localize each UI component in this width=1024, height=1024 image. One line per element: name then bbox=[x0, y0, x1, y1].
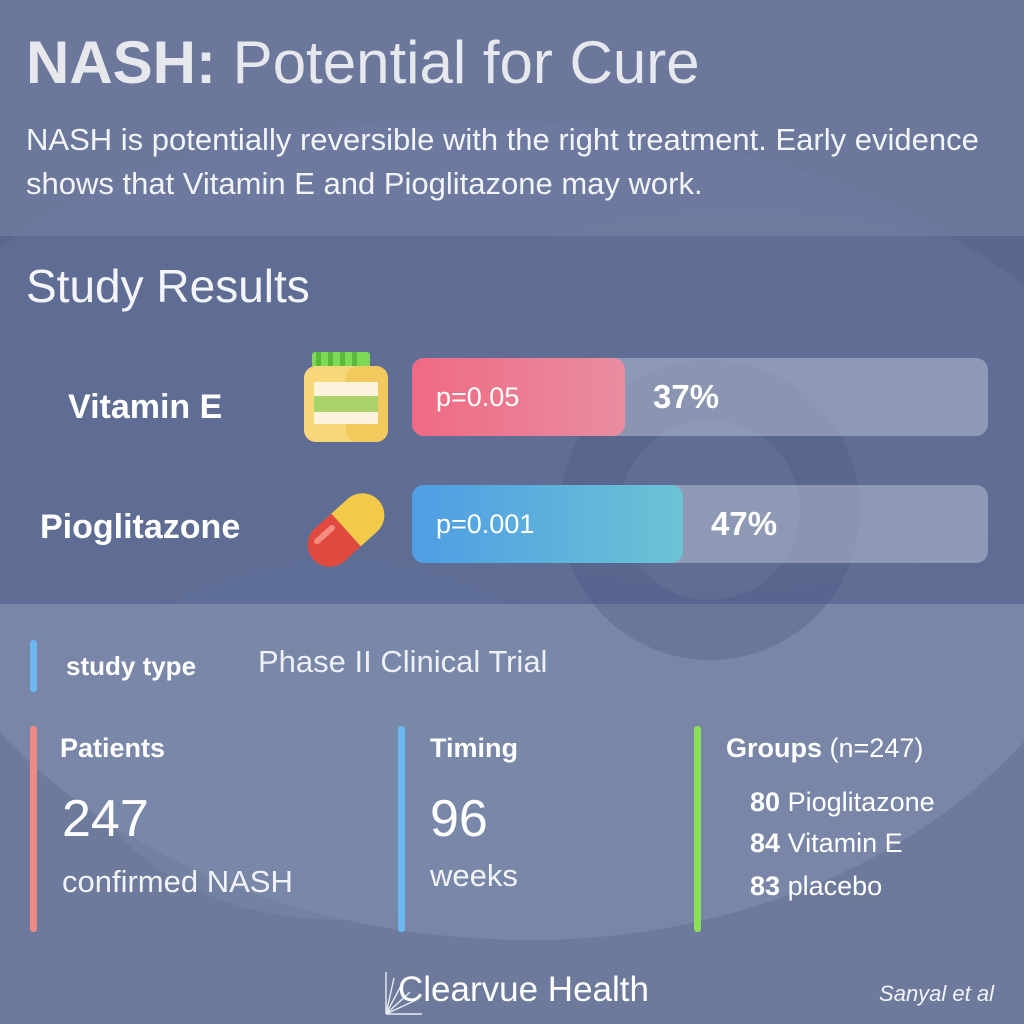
value-label-vitamin-e: 37% bbox=[653, 378, 720, 415]
header-band bbox=[0, 0, 1024, 236]
group-item: 84 Vitamin E bbox=[750, 828, 903, 858]
bar-track-pioglitazone: p=0.001 47% bbox=[412, 485, 988, 563]
study-type-label: study type bbox=[66, 651, 197, 681]
brand-logo-icon bbox=[385, 972, 422, 1015]
value-label-pioglitazone: 47% bbox=[711, 505, 778, 542]
group-item: 83 placebo bbox=[750, 871, 883, 901]
bar-track-vitamin-e: p=0.05 37% bbox=[412, 358, 988, 436]
section-title: Study Results bbox=[26, 260, 310, 312]
category-label-pioglitazone: Pioglitazone bbox=[40, 508, 241, 546]
page-title: NASH: Potential for Cure bbox=[26, 29, 700, 96]
timing-accent bbox=[398, 726, 405, 932]
bar-vitamin-e bbox=[412, 358, 625, 436]
patients-caption: confirmed NASH bbox=[62, 864, 293, 899]
study-type-value: Phase II Clinical Trial bbox=[258, 644, 548, 679]
page-subtitle: NASH is potentially reversible with the … bbox=[26, 122, 979, 201]
timing-caption: weeks bbox=[430, 858, 518, 893]
patients-heading: Patients bbox=[60, 733, 166, 763]
p-value-vitamin-e: p=0.05 bbox=[436, 382, 520, 412]
vitamin-jar-icon bbox=[304, 352, 388, 442]
study-type-accent bbox=[30, 640, 37, 692]
timing-heading: Timing bbox=[430, 733, 519, 763]
category-label-vitamin-e: Vitamin E bbox=[68, 388, 223, 426]
bar-pioglitazone bbox=[412, 485, 683, 563]
group-item: 80 Pioglitazone bbox=[750, 787, 935, 817]
groups-accent bbox=[694, 726, 701, 932]
groups-heading: Groups (n=247) bbox=[726, 733, 924, 763]
patients-accent bbox=[30, 726, 37, 932]
brand-name: Clearvue Health bbox=[398, 970, 649, 1009]
p-value-pioglitazone: p=0.001 bbox=[436, 509, 535, 539]
patients-count: 247 bbox=[62, 790, 149, 848]
pill-capsule-icon bbox=[307, 493, 385, 567]
citation: Sanyal et al bbox=[879, 981, 994, 1006]
timing-count: 96 bbox=[430, 790, 488, 848]
